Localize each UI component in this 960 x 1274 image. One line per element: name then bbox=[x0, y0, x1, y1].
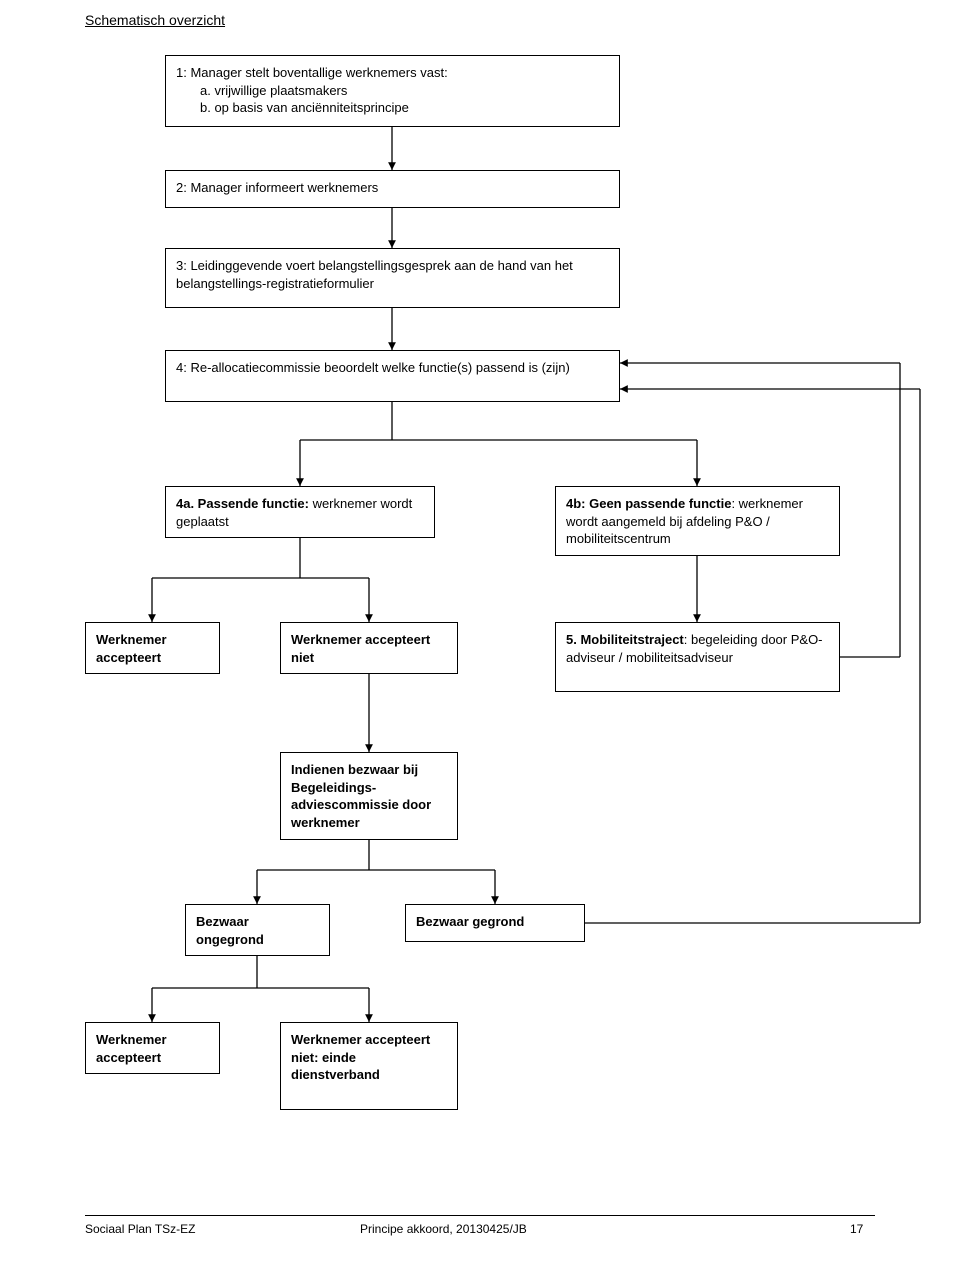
node-step-1: 1: Manager stelt boventallige werknemers… bbox=[165, 55, 620, 127]
node-text: Bezwaar gegrond bbox=[416, 914, 524, 929]
node-bezwaar-ongegrond: Bezwaar ongegrond bbox=[185, 904, 330, 956]
node-step-2: 2: Manager informeert werknemers bbox=[165, 170, 620, 208]
node-text: Werknemer accepteert bbox=[96, 632, 167, 665]
node-bezwaar-gegrond: Bezwaar gegrond bbox=[405, 904, 585, 942]
footer-right: 17 bbox=[850, 1222, 863, 1236]
node-text: Werknemer accepteert bbox=[96, 1032, 167, 1065]
footer-left: Sociaal Plan TSz-EZ bbox=[85, 1222, 196, 1236]
page-heading: Schematisch overzicht bbox=[85, 12, 225, 28]
node-step-1-line: 1: Manager stelt boventallige werknemers… bbox=[176, 64, 609, 82]
node-step-4a-label: 4a. Passende functie: bbox=[176, 496, 309, 511]
node-werknemer-accepteert-niet: Werknemer accepteert niet bbox=[280, 622, 458, 674]
node-text: Werknemer accepteert niet: einde dienstv… bbox=[291, 1032, 430, 1082]
node-werknemer-accepteert: Werknemer accepteert bbox=[85, 622, 220, 674]
node-step-5: 5. Mobiliteitstraject: begeleiding door … bbox=[555, 622, 840, 692]
node-step-3: 3: Leidinggevende voert belangstellingsg… bbox=[165, 248, 620, 308]
node-text: Indienen bezwaar bij Begeleidings-advies… bbox=[291, 762, 431, 830]
node-step-4b: 4b: Geen passende functie: werknemer wor… bbox=[555, 486, 840, 556]
node-indienen-bezwaar: Indienen bezwaar bij Begeleidings-advies… bbox=[280, 752, 458, 840]
node-final-accepteert: Werknemer accepteert bbox=[85, 1022, 220, 1074]
node-text: Bezwaar ongegrond bbox=[196, 914, 264, 947]
node-step-4a: 4a. Passende functie: werknemer wordt ge… bbox=[165, 486, 435, 538]
node-step-1-line: a. vrijwillige plaatsmakers bbox=[176, 82, 609, 100]
footer-center: Principe akkoord, 20130425/JB bbox=[360, 1222, 527, 1236]
node-step-4b-label: 4b: Geen passende functie bbox=[566, 496, 731, 511]
node-step-4: 4: Re-allocatiecommissie beoordelt welke… bbox=[165, 350, 620, 402]
node-step-1-line: b. op basis van anciënniteitsprincipe bbox=[176, 99, 609, 117]
node-text: Werknemer accepteert niet bbox=[291, 632, 430, 665]
footer-rule bbox=[85, 1215, 875, 1216]
node-final-accepteert-niet: Werknemer accepteert niet: einde dienstv… bbox=[280, 1022, 458, 1110]
node-step-5-label: 5. Mobiliteitstraject bbox=[566, 632, 684, 647]
